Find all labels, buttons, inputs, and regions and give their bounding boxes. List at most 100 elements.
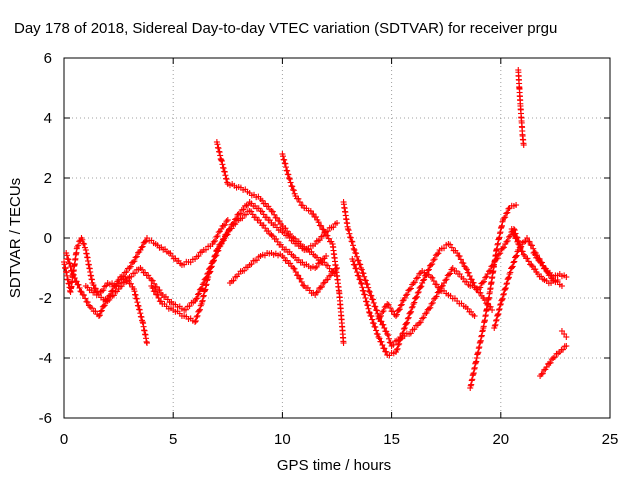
data-point — [489, 307, 496, 313]
data-point — [98, 307, 105, 314]
data-point — [396, 306, 403, 313]
data-point — [397, 335, 404, 342]
data-point — [496, 306, 503, 313]
data-point — [132, 254, 139, 261]
data-point — [496, 305, 503, 312]
data-point — [360, 270, 367, 277]
data-point — [408, 304, 415, 311]
data-point — [420, 314, 427, 321]
data-point — [387, 305, 394, 311]
data-point — [243, 211, 249, 218]
data-point — [484, 271, 491, 277]
data-point — [285, 171, 292, 178]
data-point — [368, 313, 375, 320]
data-point — [368, 292, 375, 299]
data-point — [219, 223, 226, 229]
data-point — [365, 305, 372, 312]
data-point — [156, 287, 163, 294]
data-point — [271, 211, 278, 218]
data-point — [358, 280, 365, 286]
data-point — [373, 307, 380, 314]
data-point — [296, 199, 303, 205]
data-point — [269, 208, 276, 215]
data-point — [441, 280, 448, 286]
data-point — [418, 283, 425, 290]
data-point — [366, 289, 373, 295]
data-point — [364, 281, 371, 288]
data-point — [221, 168, 228, 175]
data-point — [516, 241, 523, 248]
data-point — [395, 341, 402, 348]
data-point — [539, 262, 546, 269]
data-point — [383, 328, 390, 335]
y-tick-labels: -6 -4 -2 0 2 4 6 — [39, 50, 52, 427]
data-point — [376, 313, 383, 320]
data-point — [396, 340, 403, 347]
data-point — [324, 276, 331, 283]
data-point — [427, 304, 434, 311]
data-point — [381, 304, 388, 311]
y-tick-label: 4 — [44, 110, 52, 127]
data-point — [401, 295, 408, 301]
data-point — [491, 322, 498, 329]
data-point — [423, 310, 430, 316]
data-point — [92, 285, 99, 292]
data-point — [110, 292, 117, 299]
data-point — [224, 229, 231, 235]
data-point — [385, 335, 392, 342]
data-point — [289, 183, 296, 190]
data-point — [213, 247, 220, 253]
x-axis-label: GPS time / hours — [277, 457, 391, 474]
data-point — [446, 271, 453, 278]
data-point — [212, 252, 219, 259]
data-point — [317, 284, 324, 291]
data-point — [413, 294, 420, 301]
data-point — [276, 218, 283, 225]
data-point — [385, 301, 392, 308]
data-point — [76, 238, 83, 245]
data-point — [295, 272, 302, 279]
data-point — [526, 238, 533, 245]
data-point — [106, 296, 113, 303]
data-point — [429, 261, 436, 268]
data-point — [379, 308, 386, 315]
data-point — [499, 295, 506, 302]
data-point — [544, 361, 551, 367]
data-point — [300, 282, 307, 289]
x-tick-label: 20 — [492, 431, 509, 448]
data-point — [495, 310, 502, 317]
data-point — [114, 278, 121, 285]
data-point — [219, 236, 226, 243]
data-point — [350, 245, 357, 252]
data-point — [351, 247, 358, 253]
data-point — [248, 261, 255, 268]
data-point — [463, 266, 470, 273]
data-point — [543, 364, 550, 370]
data-point — [372, 324, 379, 331]
data-point — [285, 175, 292, 181]
data-point — [90, 282, 97, 288]
data-point — [80, 292, 87, 299]
data-point — [529, 242, 535, 249]
data-point — [211, 253, 218, 260]
data-point — [218, 157, 225, 163]
data-point — [320, 280, 327, 287]
x-tick-label: 15 — [383, 431, 400, 448]
y-tick-label: -4 — [39, 350, 52, 367]
data-point — [76, 285, 83, 291]
data-point — [415, 289, 422, 295]
data-point — [314, 288, 321, 295]
data-point — [502, 286, 509, 292]
data-point — [521, 239, 528, 245]
data-point — [375, 334, 382, 340]
data-point — [327, 272, 334, 279]
data-point — [75, 281, 82, 288]
data-point — [373, 327, 380, 334]
data-point — [433, 293, 440, 300]
data-point — [357, 261, 364, 268]
data-point — [77, 288, 84, 295]
data-point — [493, 316, 500, 323]
data-point — [67, 264, 74, 270]
data-point — [149, 285, 156, 291]
data-point — [268, 208, 275, 214]
